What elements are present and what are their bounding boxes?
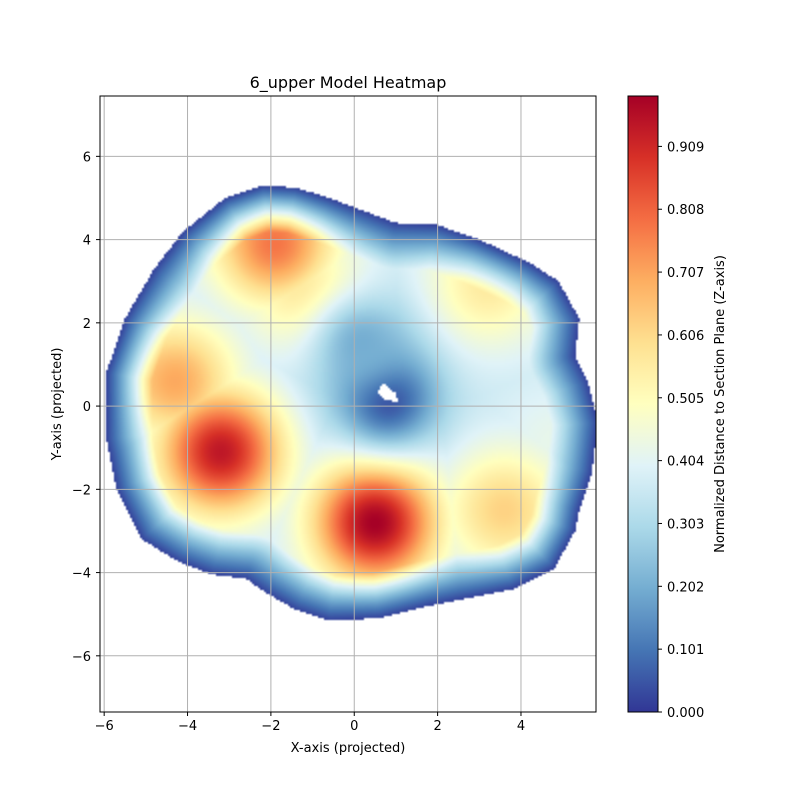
x-tick-label: −4 — [178, 719, 197, 734]
colorbar-tick-label: 0.000 — [667, 706, 704, 721]
y-tick-label: 4 — [83, 234, 91, 249]
x-tick-label: 0 — [350, 719, 358, 734]
colorbar-label: Normalized Distance to Section Plane (Z-… — [713, 255, 728, 553]
colorbar-ticks: 0.000 0.101 0.202 0.303 0.404 0.505 0.606 0.707… — [658, 140, 704, 721]
chart-title: 6_upper Model Heatmap — [250, 73, 447, 93]
colorbar-gradient — [627, 95, 659, 713]
x-tick-label: −6 — [95, 719, 114, 734]
colorbar-tick-label: 0.202 — [667, 580, 704, 595]
grid-lines — [100, 96, 596, 712]
y-axis-label: Y-axis (projected) — [50, 348, 65, 462]
colorbar-tick-label: 0.101 — [667, 643, 704, 658]
heatmap-surface — [100, 96, 596, 712]
y-tick-label: 6 — [83, 150, 91, 165]
x-tick-label: 4 — [517, 719, 525, 734]
y-axis-ticks: −6 −4 −2 0 2 4 6 — [72, 150, 100, 665]
colorbar-tick-label: 0.707 — [667, 266, 704, 281]
colorbar-tick-label: 0.909 — [667, 140, 704, 155]
colorbar-tick-label: 0.505 — [667, 392, 704, 407]
heatmap-image — [100, 96, 596, 712]
y-tick-label: −2 — [72, 483, 91, 498]
x-axis-label: X-axis (projected) — [291, 741, 406, 756]
y-tick-label: 2 — [83, 317, 91, 332]
y-tick-label: −6 — [72, 650, 91, 665]
colorbar-tick-label: 0.606 — [667, 329, 704, 344]
x-tick-label: −2 — [261, 719, 280, 734]
colorbar-tick-label: 0.404 — [667, 455, 704, 470]
y-tick-label: 0 — [83, 400, 91, 415]
colorbar-tick-label: 0.303 — [667, 517, 704, 532]
colorbar-tick-label: 0.808 — [667, 203, 704, 218]
x-axis-ticks: −6 −4 −2 0 2 4 — [95, 712, 525, 734]
y-tick-label: −4 — [72, 567, 91, 582]
x-tick-label: 2 — [433, 719, 441, 734]
plot-frame — [99, 95, 597, 713]
colorbar: 0.000 0.101 0.202 0.303 0.404 0.505 0.606 0.707… — [627, 95, 728, 721]
